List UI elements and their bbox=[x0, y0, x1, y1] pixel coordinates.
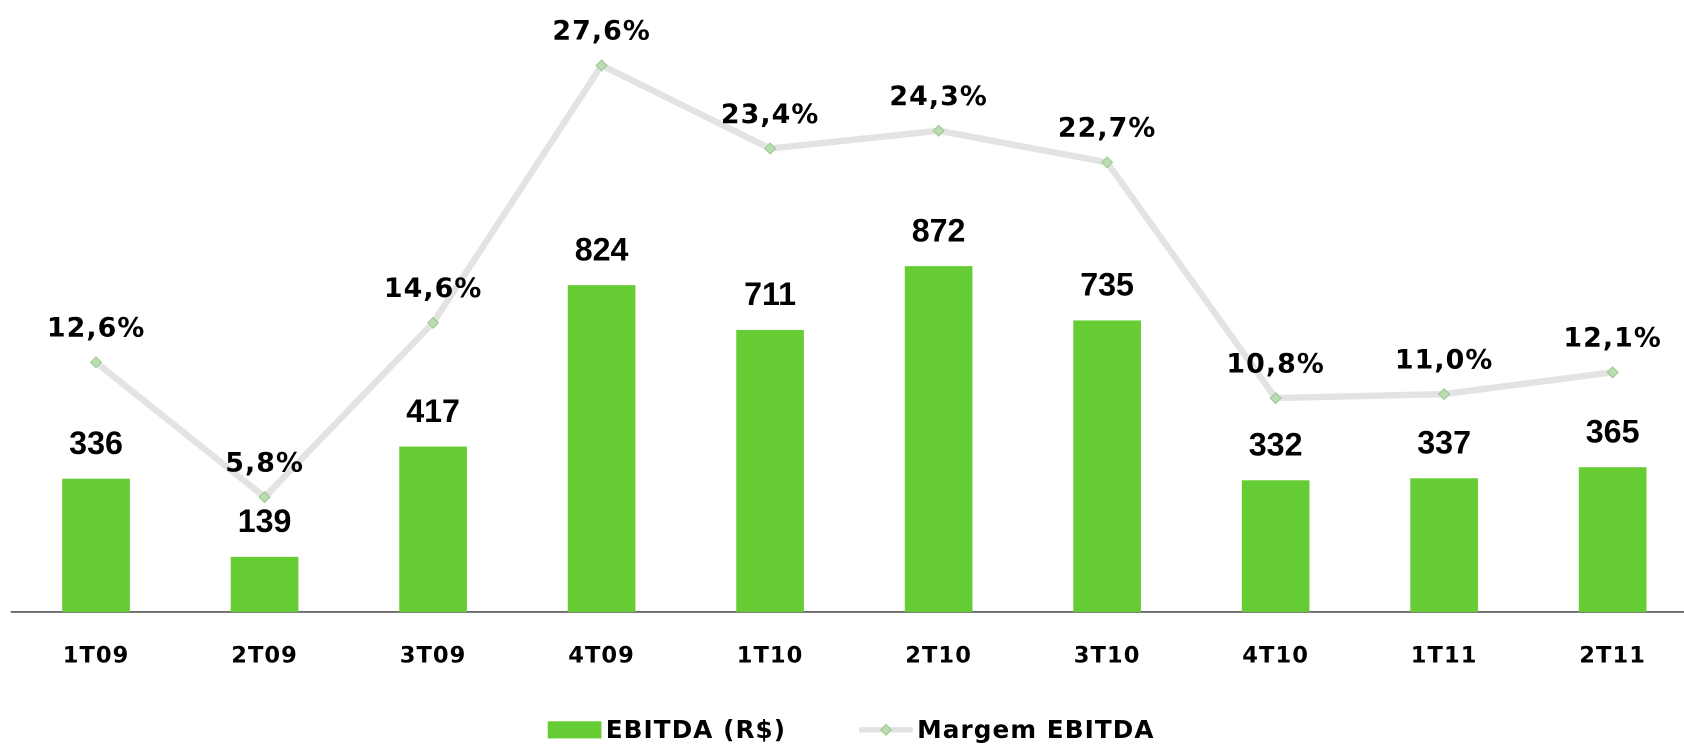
line-value-label: 23,4% bbox=[721, 99, 819, 130]
bar-value-label: 337 bbox=[1417, 425, 1471, 461]
line-marker bbox=[1100, 156, 1114, 169]
bar-value-label: 417 bbox=[406, 393, 460, 429]
bar bbox=[230, 556, 299, 612]
bar bbox=[1241, 480, 1310, 612]
bar-value-label: 139 bbox=[238, 503, 292, 539]
line-value-label: 10,8% bbox=[1226, 348, 1324, 379]
line-marker bbox=[1437, 387, 1451, 401]
bar bbox=[1578, 467, 1647, 612]
line-value-label: 24,3% bbox=[889, 81, 987, 112]
line-value-label: 11,0% bbox=[1395, 344, 1493, 375]
line-marker bbox=[595, 59, 608, 72]
x-tick-label: 2T11 bbox=[1579, 642, 1646, 668]
bar bbox=[399, 446, 467, 612]
line-marker bbox=[89, 356, 103, 369]
line-value-label: 12,1% bbox=[1563, 323, 1661, 354]
bar bbox=[1073, 320, 1141, 612]
line-marker bbox=[426, 316, 440, 329]
line-marker bbox=[258, 490, 271, 504]
bar bbox=[736, 329, 804, 612]
line-marker bbox=[763, 142, 777, 155]
bar-value-label: 824 bbox=[575, 231, 629, 267]
line-value-label: 22,7% bbox=[1058, 113, 1156, 144]
line bbox=[94, 62, 1614, 501]
legend-swatch bbox=[547, 721, 602, 739]
x-tick-label: 1T10 bbox=[737, 642, 804, 668]
x-tick-label: 2T10 bbox=[905, 642, 972, 668]
x-tick-label: 1T11 bbox=[1411, 642, 1478, 668]
bar-value-label: 711 bbox=[744, 276, 796, 312]
x-tick-label: 3T09 bbox=[400, 642, 467, 668]
x-tick-label: 4T09 bbox=[568, 642, 635, 668]
x-tick-label: 2T09 bbox=[231, 642, 298, 668]
bar-value-label: 332 bbox=[1249, 427, 1303, 463]
bar-value-label: 336 bbox=[69, 425, 123, 461]
bar-value-label: 872 bbox=[912, 212, 966, 248]
line-value-label: 12,6% bbox=[47, 313, 145, 344]
line-value-label: 5,8% bbox=[225, 447, 304, 478]
line-marker bbox=[1269, 391, 1282, 405]
legend-label: Margem EBITDA bbox=[917, 715, 1154, 744]
bar-value-label: 365 bbox=[1586, 413, 1640, 449]
line-marker bbox=[932, 124, 945, 137]
bar bbox=[904, 266, 973, 612]
legend-label: EBITDA (R$) bbox=[606, 715, 786, 744]
line-value-label: 27,6% bbox=[552, 16, 650, 47]
bar bbox=[62, 478, 130, 612]
x-tick-label: 4T10 bbox=[1242, 642, 1309, 668]
bar bbox=[1410, 478, 1478, 612]
legend-marker bbox=[879, 723, 893, 736]
x-tick-label: 3T10 bbox=[1074, 642, 1141, 668]
bar bbox=[567, 285, 636, 612]
x-tick-label: 1T09 bbox=[63, 642, 130, 668]
line-marker bbox=[1606, 366, 1619, 379]
line-value-label: 14,6% bbox=[384, 273, 482, 304]
bar-value-label: 735 bbox=[1080, 267, 1134, 303]
